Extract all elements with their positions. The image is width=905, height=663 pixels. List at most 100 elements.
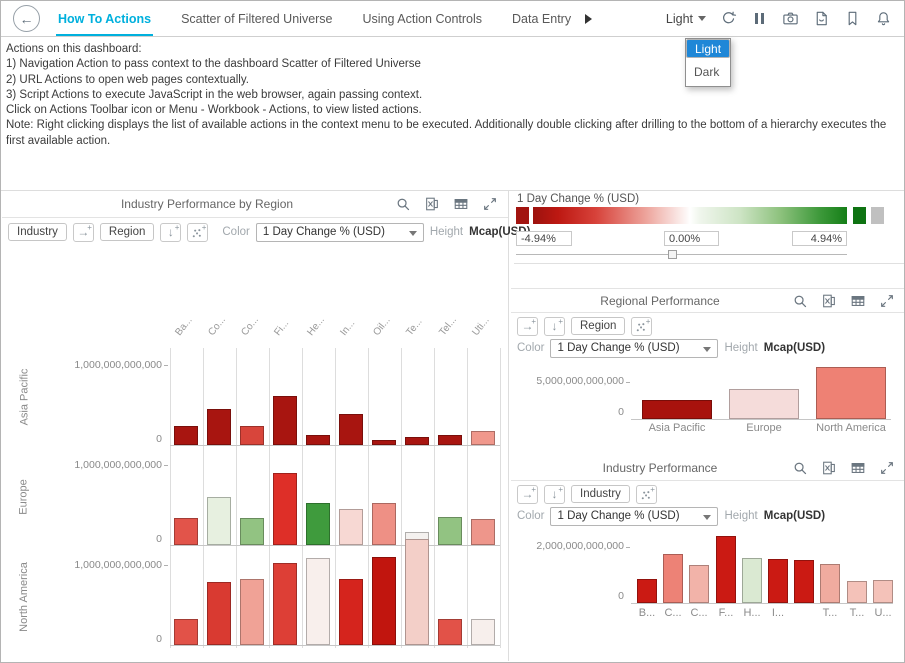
add-scatter-icon[interactable]: + xyxy=(631,316,653,336)
add-scatter-icon[interactable]: + xyxy=(635,484,657,504)
color-variable-select[interactable]: 1 Day Change % (USD) xyxy=(550,506,719,526)
trellis-column-header: Fi... xyxy=(272,318,292,338)
add-row-hierarchy-icon[interactable]: + xyxy=(544,484,565,504)
bar[interactable] xyxy=(438,435,462,445)
bar[interactable] xyxy=(847,581,867,603)
bar[interactable] xyxy=(306,503,330,545)
maximize-icon[interactable] xyxy=(482,196,498,212)
hierarchy-pill-region[interactable]: Region xyxy=(571,317,626,335)
maximize-icon[interactable] xyxy=(879,460,895,476)
add-row-hierarchy-icon[interactable]: + xyxy=(160,222,182,242)
bar[interactable] xyxy=(273,473,297,545)
legend-positive-swatch xyxy=(853,207,866,224)
table-view-icon[interactable] xyxy=(850,293,866,309)
more-tabs-icon[interactable] xyxy=(585,13,593,24)
bar[interactable] xyxy=(372,557,396,645)
search-icon[interactable] xyxy=(792,460,808,476)
y-tick-label: 0 xyxy=(156,433,162,445)
bar[interactable] xyxy=(306,558,330,645)
color-variable-value: 1 Day Change % (USD) xyxy=(557,510,680,522)
legend-slider-handle[interactable] xyxy=(668,250,677,259)
legend-max-input[interactable]: 4.94% xyxy=(792,231,847,246)
refresh-icon[interactable] xyxy=(720,10,737,27)
tab-using-action-controls[interactable]: Using Action Controls xyxy=(362,11,483,26)
bar[interactable] xyxy=(642,400,712,419)
bar[interactable] xyxy=(339,579,363,645)
bar[interactable] xyxy=(240,579,264,645)
bar[interactable] xyxy=(716,536,736,603)
hierarchy-pill-industry[interactable]: Industry xyxy=(571,485,630,503)
bar[interactable] xyxy=(794,560,814,603)
bar[interactable] xyxy=(372,503,396,545)
bar[interactable] xyxy=(471,619,495,645)
pause-icon[interactable] xyxy=(751,10,768,27)
x-axis-label: C... xyxy=(690,607,708,619)
search-icon[interactable] xyxy=(395,196,411,212)
bar[interactable] xyxy=(438,517,462,545)
add-scatter-icon[interactable]: + xyxy=(187,222,209,242)
color-label: Color xyxy=(517,510,545,522)
bar[interactable] xyxy=(873,580,893,603)
bar[interactable] xyxy=(306,435,330,445)
column-separator xyxy=(170,348,171,648)
excel-export-icon[interactable] xyxy=(424,196,440,212)
x-axis-label: B... xyxy=(638,607,656,619)
bookmark-icon[interactable] xyxy=(844,10,861,27)
bar[interactable] xyxy=(240,426,264,445)
excel-export-icon[interactable] xyxy=(821,293,837,309)
bar[interactable] xyxy=(768,559,788,603)
color-variable-select[interactable]: 1 Day Change % (USD) xyxy=(550,338,719,358)
tab-scatter-of-filtered-universe[interactable]: Scatter of Filtered Universe xyxy=(181,11,333,26)
bar[interactable] xyxy=(471,519,495,545)
x-axis-line xyxy=(170,445,500,446)
color-variable-select[interactable]: 1 Day Change % (USD) xyxy=(255,222,424,242)
alerts-bell-icon[interactable] xyxy=(875,10,892,27)
bar[interactable] xyxy=(637,579,657,603)
bar[interactable] xyxy=(207,497,231,545)
hierarchy-pill-industry[interactable]: Industry xyxy=(8,223,67,241)
add-column-hierarchy-icon[interactable]: + xyxy=(517,484,538,504)
excel-export-icon[interactable] xyxy=(821,460,837,476)
legend-mid-input[interactable]: 0.00% xyxy=(664,231,719,246)
bar[interactable] xyxy=(405,437,429,445)
add-column-hierarchy-icon[interactable]: + xyxy=(72,222,94,242)
bar[interactable] xyxy=(174,619,198,645)
bar[interactable] xyxy=(742,558,762,603)
pdf-export-icon[interactable] xyxy=(813,10,830,27)
bar[interactable] xyxy=(339,414,363,445)
bar[interactable] xyxy=(816,367,886,419)
bar[interactable] xyxy=(689,565,709,603)
bar[interactable] xyxy=(438,619,462,645)
bar[interactable] xyxy=(729,389,799,419)
theme-dropdown[interactable]: Light xyxy=(666,12,706,26)
bar[interactable] xyxy=(372,440,396,445)
bar[interactable] xyxy=(339,509,363,545)
hierarchy-pill-region[interactable]: Region xyxy=(99,223,155,241)
bar[interactable] xyxy=(240,518,264,545)
camera-snapshot-icon[interactable] xyxy=(782,10,799,27)
bar[interactable] xyxy=(405,539,429,645)
theme-menu-item-light[interactable]: Light xyxy=(686,39,730,58)
add-column-hierarchy-icon[interactable]: + xyxy=(517,316,538,336)
height-label: Height xyxy=(724,342,758,354)
legend-min-input[interactable]: -4.94% xyxy=(516,231,572,246)
bar[interactable] xyxy=(207,409,231,445)
add-row-hierarchy-icon[interactable]: + xyxy=(544,316,565,336)
bar[interactable] xyxy=(174,518,198,545)
bar[interactable] xyxy=(273,396,297,445)
table-view-icon[interactable] xyxy=(850,460,866,476)
tab-data-entry[interactable]: Data Entry xyxy=(512,11,572,26)
back-button[interactable] xyxy=(13,5,40,32)
panel-industry-performance: Industry Performance + + Industry + Colo… xyxy=(511,456,904,662)
bar[interactable] xyxy=(663,554,683,603)
tab-how-to-actions[interactable]: How To Actions xyxy=(55,1,154,36)
bar[interactable] xyxy=(273,563,297,645)
bar[interactable] xyxy=(820,564,840,603)
theme-menu-item-dark[interactable]: Dark xyxy=(694,65,720,79)
bar[interactable] xyxy=(207,582,231,645)
bar[interactable] xyxy=(471,431,495,445)
maximize-icon[interactable] xyxy=(879,293,895,309)
bar[interactable] xyxy=(174,426,198,445)
table-view-icon[interactable] xyxy=(453,196,469,212)
search-icon[interactable] xyxy=(792,293,808,309)
